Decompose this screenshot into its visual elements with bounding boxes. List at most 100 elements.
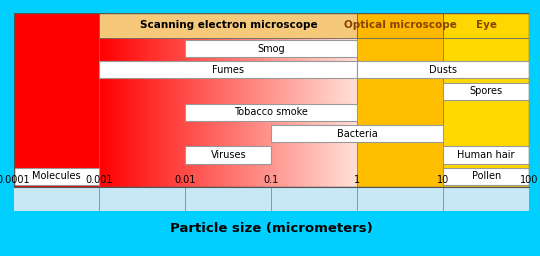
Bar xyxy=(231,13,233,187)
Bar xyxy=(350,13,352,187)
Bar xyxy=(450,13,452,187)
Bar xyxy=(53,13,55,187)
Bar xyxy=(326,13,327,187)
Bar xyxy=(167,13,168,187)
Bar xyxy=(52,13,53,187)
Bar xyxy=(439,13,440,187)
Bar xyxy=(42,13,43,187)
Bar xyxy=(501,13,502,187)
Bar xyxy=(367,13,368,187)
Bar xyxy=(492,13,493,187)
Bar xyxy=(144,13,145,187)
Bar xyxy=(316,13,318,187)
Bar xyxy=(36,13,37,187)
Bar xyxy=(156,13,157,187)
Bar xyxy=(523,13,524,187)
Bar xyxy=(478,13,479,187)
Bar xyxy=(113,13,114,187)
Bar xyxy=(213,13,214,187)
Bar xyxy=(264,13,265,187)
Bar xyxy=(116,13,117,187)
Bar xyxy=(418,13,420,187)
Bar xyxy=(179,13,180,187)
Bar xyxy=(489,13,490,187)
Bar xyxy=(200,13,202,187)
Bar xyxy=(528,13,529,187)
Bar xyxy=(86,13,87,187)
Bar xyxy=(525,13,526,187)
Bar xyxy=(266,13,267,187)
Bar xyxy=(314,13,315,187)
Bar xyxy=(220,13,221,187)
Bar xyxy=(68,13,69,187)
Bar xyxy=(55,13,56,187)
Bar xyxy=(24,13,25,187)
Bar xyxy=(383,13,385,187)
Bar xyxy=(310,13,312,187)
Bar xyxy=(37,13,38,187)
Bar xyxy=(382,13,383,187)
Bar xyxy=(92,13,93,187)
Bar xyxy=(341,13,342,187)
Bar xyxy=(342,13,343,187)
Bar xyxy=(80,13,82,187)
Bar xyxy=(260,13,261,187)
Text: Spores: Spores xyxy=(470,86,503,96)
Bar xyxy=(443,13,444,187)
Bar xyxy=(272,13,273,187)
Bar xyxy=(516,13,518,187)
Text: Tobacco smoke: Tobacco smoke xyxy=(234,108,308,118)
Bar xyxy=(433,13,434,187)
Bar xyxy=(467,13,469,187)
Bar xyxy=(242,13,243,187)
Text: Dusts: Dusts xyxy=(429,65,457,75)
Bar xyxy=(440,13,442,187)
Bar xyxy=(524,13,525,187)
Bar xyxy=(333,13,334,187)
Bar xyxy=(390,13,392,187)
Text: Viruses: Viruses xyxy=(211,150,246,160)
Bar xyxy=(347,13,349,187)
Bar xyxy=(64,13,65,187)
Bar xyxy=(126,13,127,187)
Bar xyxy=(128,13,130,187)
Bar xyxy=(237,13,238,187)
Bar xyxy=(276,13,278,187)
Bar xyxy=(287,13,288,187)
Bar xyxy=(443,146,529,164)
Bar xyxy=(488,13,489,187)
Bar xyxy=(262,13,264,187)
Bar xyxy=(447,13,448,187)
Bar xyxy=(480,13,482,187)
Bar xyxy=(392,13,393,187)
Bar xyxy=(425,13,426,187)
Text: Smog: Smog xyxy=(258,44,285,54)
Bar xyxy=(319,13,320,187)
Bar xyxy=(139,13,140,187)
Bar xyxy=(402,13,403,187)
Bar xyxy=(463,13,465,187)
Bar xyxy=(343,13,345,187)
Text: Pollen: Pollen xyxy=(471,171,501,181)
Bar xyxy=(443,168,529,185)
Bar xyxy=(40,13,42,187)
Bar xyxy=(104,13,105,187)
Bar xyxy=(164,13,166,187)
Bar xyxy=(510,13,511,187)
Bar xyxy=(118,13,119,187)
Bar xyxy=(356,13,357,187)
Bar xyxy=(187,13,189,187)
Bar xyxy=(410,13,412,187)
Bar xyxy=(366,13,367,187)
Bar xyxy=(124,13,126,187)
Bar xyxy=(131,13,132,187)
Bar xyxy=(25,13,26,187)
Bar xyxy=(120,13,122,187)
Bar xyxy=(506,13,507,187)
Bar xyxy=(257,13,259,187)
Bar xyxy=(59,13,60,187)
Bar xyxy=(48,13,50,187)
Bar xyxy=(136,13,137,187)
Bar xyxy=(207,13,208,187)
Bar xyxy=(337,13,339,187)
